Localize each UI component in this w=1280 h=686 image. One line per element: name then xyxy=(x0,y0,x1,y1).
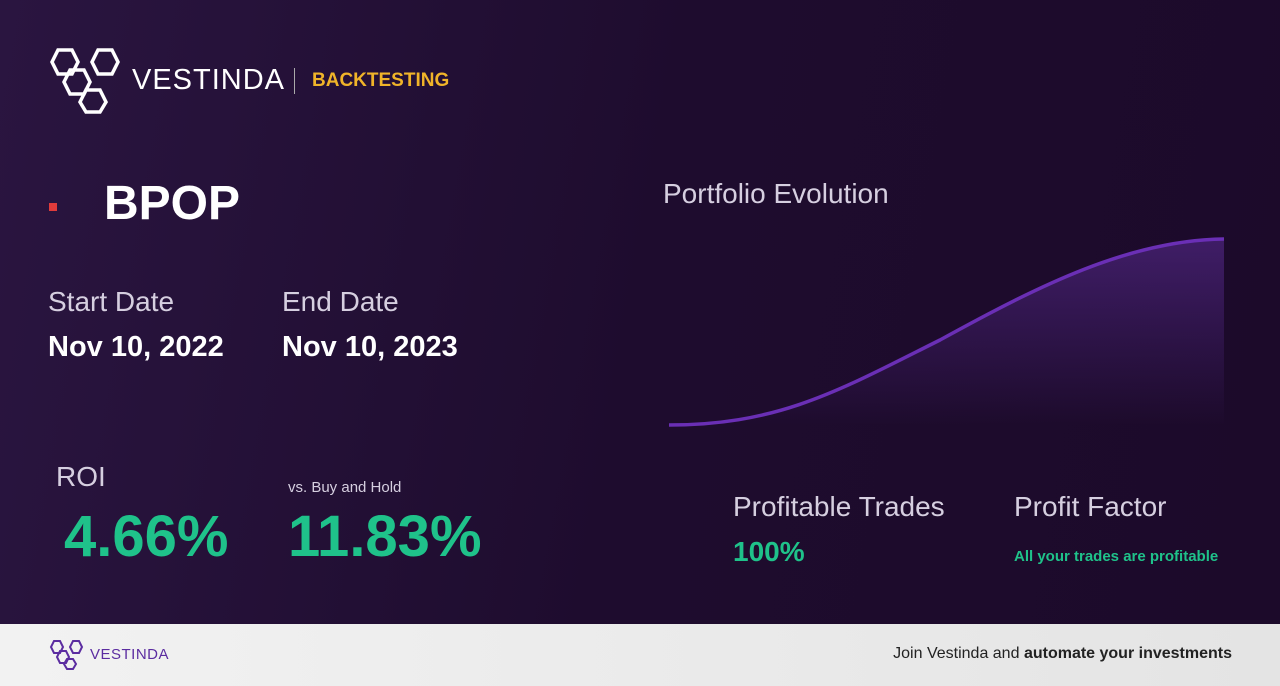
curve xyxy=(668,237,1225,427)
start-label: Start Date xyxy=(48,286,175,317)
vs-value: 11.83% xyxy=(288,504,482,569)
footer-text: Join Vestinda and xyxy=(893,645,1020,662)
logo-icon xyxy=(50,48,120,114)
ticker: BPOP xyxy=(104,177,241,230)
footer-cta: Join Vestinda and automate your investme… xyxy=(893,645,1232,663)
factor-value: All your trades are profitable xyxy=(1014,548,1219,565)
portfolio-chart xyxy=(668,237,1225,427)
roi-label: ROI xyxy=(56,461,106,492)
trades-label: Profitable Trades xyxy=(733,491,945,522)
footer-brand: VESTINDA xyxy=(90,646,170,663)
footer: VESTINDA Join Vestinda and automate your… xyxy=(0,624,1280,686)
footer-logo-icon xyxy=(49,640,84,670)
start-value: Nov 10, 2022 xyxy=(48,331,224,363)
vs-label: vs. Buy and Hold xyxy=(288,479,402,496)
area xyxy=(669,239,1224,425)
ticker-icon xyxy=(49,203,57,211)
divider xyxy=(294,68,295,94)
brand: VESTINDA xyxy=(132,64,286,96)
roi-value: 4.66% xyxy=(64,504,229,569)
portfolio-title: Portfolio Evolution xyxy=(663,178,889,209)
factor-label: Profit Factor xyxy=(1014,491,1167,522)
section-tag: BACKTESTING xyxy=(312,70,450,91)
end-value: Nov 10, 2023 xyxy=(282,331,458,363)
trades-value: 100% xyxy=(733,536,805,567)
footer-emphasis: automate your investments xyxy=(1023,645,1232,662)
end-label: End Date xyxy=(282,286,399,317)
